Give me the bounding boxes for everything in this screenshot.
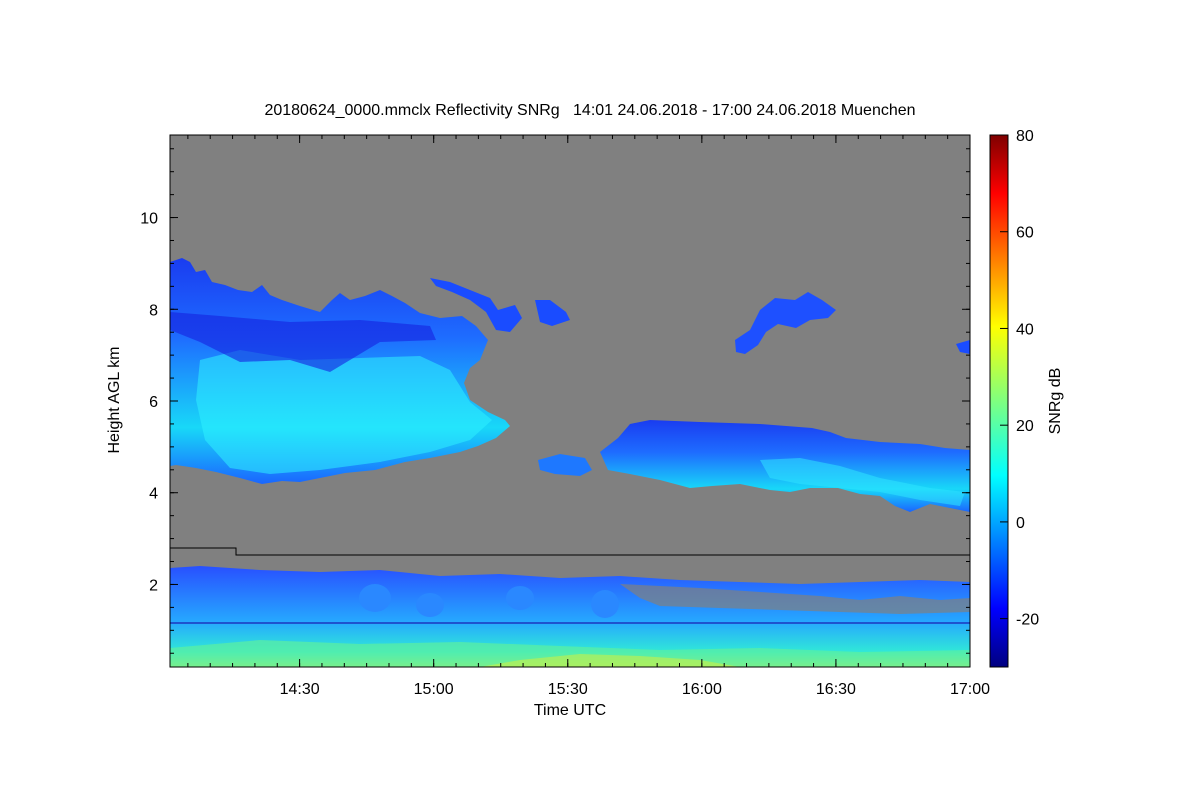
- y-tick-label: 6: [149, 394, 158, 411]
- x-tick-label: 14:30: [280, 681, 320, 698]
- colorbar-tick-label: 60: [1016, 225, 1034, 242]
- x-axis-label: Time UTC: [534, 702, 606, 719]
- x-tick-label: 16:30: [816, 681, 856, 698]
- colorbar: [989, 134, 1009, 668]
- layer-boundary-line: [170, 547, 970, 556]
- colorbar-ticks: -20 0 20 40 60 80: [1000, 128, 1039, 629]
- plume: [591, 590, 619, 618]
- plume: [506, 586, 534, 610]
- plume: [416, 593, 444, 617]
- cloud-echo-edge: [956, 340, 970, 354]
- plume: [359, 584, 391, 612]
- cloud-echo-fragment: [535, 300, 570, 326]
- cloud-echo-high-patch: [735, 292, 836, 354]
- boundary-layer-gap: [620, 584, 970, 614]
- cloud-echo-patch: [538, 454, 592, 476]
- x-tick-label: 16:00: [682, 681, 722, 698]
- echo-layer: [170, 258, 970, 667]
- y-axis: 2 4 6 8 10: [140, 148, 970, 654]
- colorbar-tick-label: 20: [1016, 418, 1034, 435]
- x-tick-label: 17:00: [950, 681, 990, 698]
- cloud-echo-core: [196, 350, 492, 474]
- y-tick-label: 8: [149, 302, 158, 319]
- colorbar-tick-label: 40: [1016, 321, 1034, 338]
- colorbar-tick-label: 0: [1016, 515, 1025, 532]
- cloud-echo-fragment: [430, 278, 522, 332]
- cloud-echo-mid-core: [760, 458, 965, 506]
- y-tick-label: 4: [149, 486, 158, 503]
- x-tick-label: 15:00: [414, 681, 454, 698]
- colorbar-tick-label: 80: [1016, 128, 1034, 145]
- colorbar-label: SNRg dB: [1047, 368, 1064, 435]
- chart-title: 20180624_0000.mmclx Reflectivity SNRg 14…: [264, 102, 915, 119]
- cloud-echo-dark-band: [170, 312, 436, 372]
- y-axis-label: Height AGL km: [106, 346, 123, 453]
- boundary-layer-bright: [170, 640, 970, 667]
- x-tick-label: 15:30: [548, 681, 588, 698]
- y-tick-label: 10: [140, 211, 158, 228]
- colorbar-tick-label: -20: [1016, 612, 1039, 629]
- x-axis: 14:30 15:00 15:30 16:00 16:30 17:00: [187, 135, 990, 698]
- y-tick-label: 2: [149, 577, 158, 594]
